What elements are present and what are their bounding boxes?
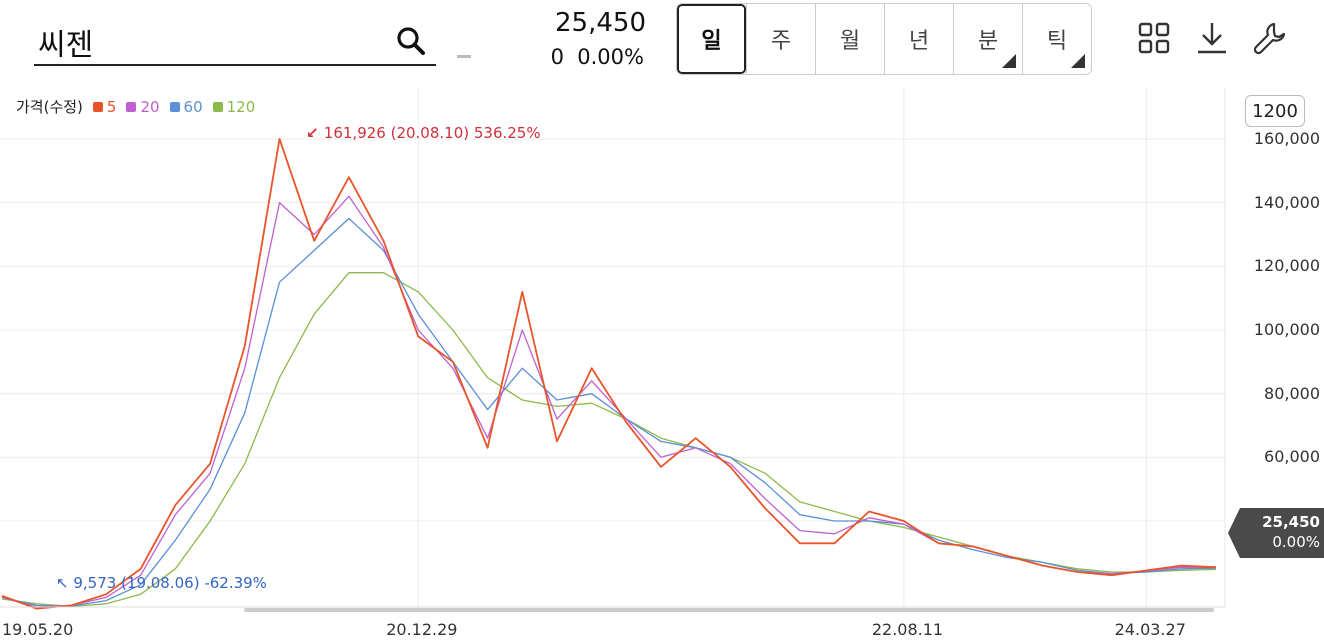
x-tick-label: 24.03.27 xyxy=(1114,620,1186,639)
x-tick-label: 19.05.20 xyxy=(2,620,74,639)
high-price-annotation: ↙ 161,926 (20.08.10) 536.25% xyxy=(306,124,541,142)
period-month-button[interactable]: 월 xyxy=(815,4,884,74)
series-line-ma120 xyxy=(1,272,1217,608)
search-field[interactable]: 씨젠 xyxy=(34,12,436,66)
zoom-count-button[interactable]: 1200 xyxy=(1245,95,1305,127)
wrench-icon[interactable] xyxy=(1252,20,1288,56)
download-icon[interactable] xyxy=(1194,20,1230,56)
legend-title: 가격(수정) xyxy=(16,98,83,116)
period-label: 주 xyxy=(770,29,792,54)
chart-canvas[interactable] xyxy=(0,88,1324,644)
chart-scrollbar[interactable] xyxy=(244,608,1214,612)
period-year-button[interactable]: 년 xyxy=(884,4,953,74)
legend-item-ma20[interactable]: 20 xyxy=(126,97,160,116)
period-label: 분 xyxy=(977,29,999,54)
quote-header: 씨젠 25,450 0 0.00% 일 주 월 년 분 틱 xyxy=(0,0,1324,88)
price-chart[interactable]: 가격(수정) 5 20 60 120 1200 ↙ 161,926 (20.08… xyxy=(0,88,1324,644)
period-week-button[interactable]: 주 xyxy=(746,4,815,74)
search-input[interactable]: 씨젠 xyxy=(38,28,94,63)
y-tick-label: 60,000 xyxy=(1264,447,1320,467)
y-tick-label: 120,000 xyxy=(1253,256,1320,276)
legend-label: 60 xyxy=(183,97,203,116)
period-label: 월 xyxy=(839,29,861,54)
menu-corner-icon xyxy=(1071,54,1085,68)
high-price-text: 161,926 (20.08.10) 536.25% xyxy=(323,124,541,142)
chart-legend: 가격(수정) 5 20 60 120 xyxy=(16,96,255,117)
x-tick-label: 20.12.29 xyxy=(386,620,458,639)
y-tick-label: 80,000 xyxy=(1264,383,1320,403)
legend-label: 120 xyxy=(226,97,256,116)
period-tick-button[interactable]: 틱 xyxy=(1022,4,1091,74)
grid-layout-icon[interactable] xyxy=(1136,20,1172,56)
last-price-change: 0.00% xyxy=(1272,533,1320,551)
last-price-tag: 25,450 0.00% xyxy=(1228,508,1324,558)
divider-dash xyxy=(457,55,471,58)
legend-swatch xyxy=(126,101,137,112)
low-price-text: 9,573 (19.08.06) -62.39% xyxy=(73,574,267,592)
price-change: 0 0.00% xyxy=(550,45,644,69)
legend-swatch xyxy=(169,101,180,112)
y-tick-label: 160,000 xyxy=(1253,128,1320,148)
search-icon[interactable] xyxy=(396,26,426,56)
low-price-annotation: ↖ 9,573 (19.08.06) -62.39% xyxy=(56,574,267,592)
legend-item-ma120[interactable]: 120 xyxy=(212,97,256,116)
legend-item-ma60[interactable]: 60 xyxy=(169,97,203,116)
y-tick-label: 100,000 xyxy=(1253,319,1320,339)
y-tick-label: 140,000 xyxy=(1253,192,1320,212)
series-line-ma5 xyxy=(1,138,1217,610)
last-price-value: 25,450 xyxy=(1262,513,1320,531)
period-minute-button[interactable]: 분 xyxy=(953,4,1022,74)
current-price: 25,450 xyxy=(555,8,646,38)
period-label: 틱 xyxy=(1046,29,1068,54)
legend-label: 20 xyxy=(140,97,160,116)
legend-swatch xyxy=(92,101,103,112)
series-line-ma60 xyxy=(1,217,1217,607)
period-selector: 일 주 월 년 분 틱 xyxy=(676,3,1092,75)
legend-item-ma5[interactable]: 5 xyxy=(92,97,117,116)
legend-label: 5 xyxy=(106,97,117,116)
period-label: 일 xyxy=(701,29,722,54)
period-label: 년 xyxy=(908,29,930,54)
series-line-ma20 xyxy=(1,195,1217,608)
legend-swatch xyxy=(212,101,223,112)
menu-corner-icon xyxy=(1002,54,1016,68)
x-tick-label: 22.08.11 xyxy=(871,620,944,639)
period-day-button[interactable]: 일 xyxy=(677,4,746,74)
